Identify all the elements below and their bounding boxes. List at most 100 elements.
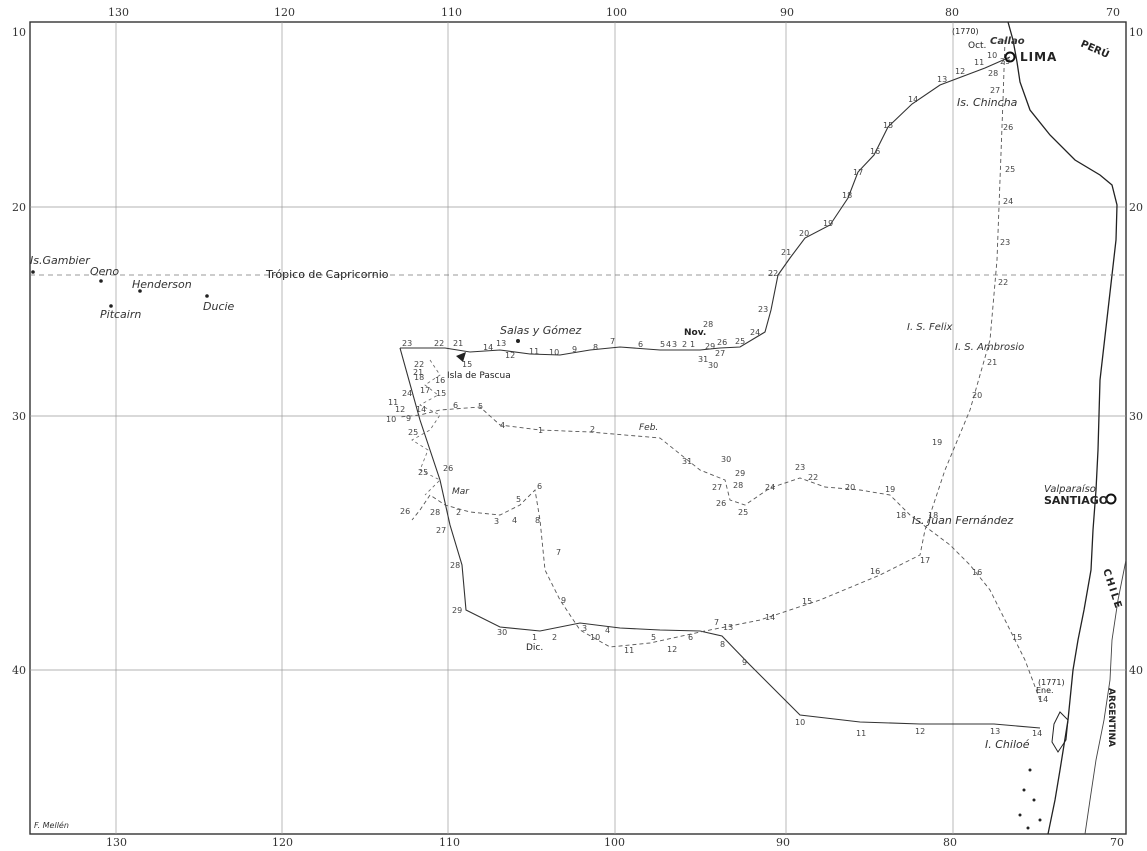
lat-labels-left: 10 20 30 40 (12, 26, 26, 677)
svg-text:2: 2 (682, 340, 687, 349)
route-annotations: (1770) Oct. Nov. Dic. (1771) Ene. Feb. M… (452, 27, 1065, 695)
svg-text:16: 16 (870, 567, 880, 576)
svg-text:17: 17 (920, 556, 930, 565)
svg-text:11: 11 (529, 347, 539, 356)
label-mar: Mar (452, 487, 470, 497)
svg-text:29: 29 (1000, 57, 1010, 66)
svg-text:5: 5 (478, 402, 483, 411)
svg-text:23: 23 (1000, 238, 1010, 247)
southern-islands (1018, 768, 1042, 830)
svg-text:23: 23 (402, 339, 412, 348)
label-argentina: ARGENTINA (1106, 688, 1116, 747)
svg-text:26: 26 (717, 338, 727, 347)
label-chincha: Is. Chincha (957, 96, 1018, 109)
svg-text:9: 9 (742, 658, 747, 667)
lat-right-40: 40 (1129, 664, 1143, 677)
svg-text:13: 13 (723, 623, 733, 632)
svg-text:10: 10 (549, 348, 559, 357)
svg-text:9: 9 (406, 414, 411, 423)
svg-text:7: 7 (610, 337, 615, 346)
svg-text:3: 3 (672, 340, 677, 349)
label-peru: PERÚ (1079, 37, 1112, 61)
svg-text:22: 22 (808, 473, 818, 482)
svg-text:25: 25 (408, 428, 418, 437)
svg-text:26: 26 (400, 507, 410, 516)
cartographer-signature: F. Mellén (34, 820, 69, 830)
lon-top-110: 110 (441, 6, 462, 19)
lat-right-20: 20 (1129, 201, 1143, 214)
svg-text:20: 20 (845, 483, 855, 492)
label-ene: Ene. (1036, 686, 1054, 695)
lon-top-80: 80 (945, 6, 959, 19)
svg-text:28: 28 (733, 481, 743, 490)
svg-text:4: 4 (512, 516, 517, 525)
svg-text:15: 15 (436, 389, 446, 398)
label-oct: Oct. (968, 41, 986, 51)
label-pitcairn: Pitcairn (100, 308, 141, 321)
lon-bottom-80: 80 (943, 836, 957, 849)
tropic-label: Trópico de Capricornio (265, 268, 389, 281)
svg-text:14: 14 (908, 95, 918, 104)
svg-text:14: 14 (1032, 729, 1042, 738)
svg-text:24: 24 (765, 483, 775, 492)
svg-text:31: 31 (682, 457, 692, 466)
svg-text:24: 24 (402, 389, 412, 398)
svg-text:3: 3 (582, 624, 587, 633)
label-oeno: Oeno (90, 265, 119, 278)
lon-bottom-110: 110 (439, 836, 460, 849)
svg-text:29: 29 (705, 342, 715, 351)
svg-text:11: 11 (624, 646, 634, 655)
lat-left-40: 40 (12, 664, 26, 677)
lon-bottom-90: 90 (776, 836, 790, 849)
svg-text:2: 2 (590, 425, 595, 434)
svg-text:19: 19 (823, 219, 833, 228)
svg-text:8: 8 (535, 516, 540, 525)
svg-text:30: 30 (721, 455, 731, 464)
label-salas-y-gomez: Salas y Gómez (500, 324, 581, 337)
svg-text:28: 28 (450, 561, 460, 570)
svg-text:8: 8 (720, 640, 725, 649)
svg-text:19: 19 (932, 438, 942, 447)
svg-text:24: 24 (1003, 197, 1013, 206)
svg-text:16: 16 (435, 376, 445, 385)
label-gambier: Is.Gambier (30, 254, 91, 267)
svg-text:28: 28 (988, 69, 998, 78)
pacific-islands: Is.Gambier Oeno Henderson Pitcairn Ducie… (30, 254, 581, 381)
svg-text:14: 14 (416, 405, 426, 414)
svg-text:15: 15 (1012, 633, 1022, 642)
svg-text:12: 12 (955, 67, 965, 76)
svg-text:29: 29 (452, 606, 462, 615)
svg-text:1: 1 (690, 340, 695, 349)
svg-text:11: 11 (974, 58, 984, 67)
svg-text:11: 11 (856, 729, 866, 738)
svg-text:22: 22 (414, 360, 424, 369)
svg-text:14: 14 (483, 343, 493, 352)
svg-text:1: 1 (538, 426, 543, 435)
route-1771-return (399, 406, 1041, 701)
svg-text:12: 12 (395, 405, 405, 414)
route-1771-loop (411, 39, 1006, 648)
lon-labels-top: 130 120 110 100 90 80 70 (108, 6, 1120, 19)
lon-bottom-130: 130 (106, 836, 127, 849)
svg-text:4: 4 (605, 626, 610, 635)
svg-text:21: 21 (413, 368, 423, 377)
svg-text:5: 5 (660, 340, 665, 349)
lon-bottom-100: 100 (604, 836, 625, 849)
svg-text:10: 10 (987, 51, 997, 60)
graticule (30, 22, 1126, 834)
lon-top-130: 130 (108, 6, 129, 19)
svg-text:8: 8 (593, 343, 598, 352)
map-frame (29, 21, 1127, 835)
svg-text:16: 16 (870, 147, 880, 156)
svg-text:23: 23 (758, 305, 768, 314)
svg-text:22: 22 (768, 269, 778, 278)
south-america-coastline (1007, 21, 1118, 835)
svg-text:7: 7 (556, 548, 561, 557)
svg-text:27: 27 (990, 86, 1000, 95)
svg-text:23: 23 (795, 463, 805, 472)
svg-text:7: 7 (714, 618, 719, 627)
svg-text:24: 24 (750, 328, 760, 337)
easter-island-shape (456, 352, 466, 362)
svg-text:29: 29 (735, 469, 745, 478)
svg-text:27: 27 (712, 483, 722, 492)
